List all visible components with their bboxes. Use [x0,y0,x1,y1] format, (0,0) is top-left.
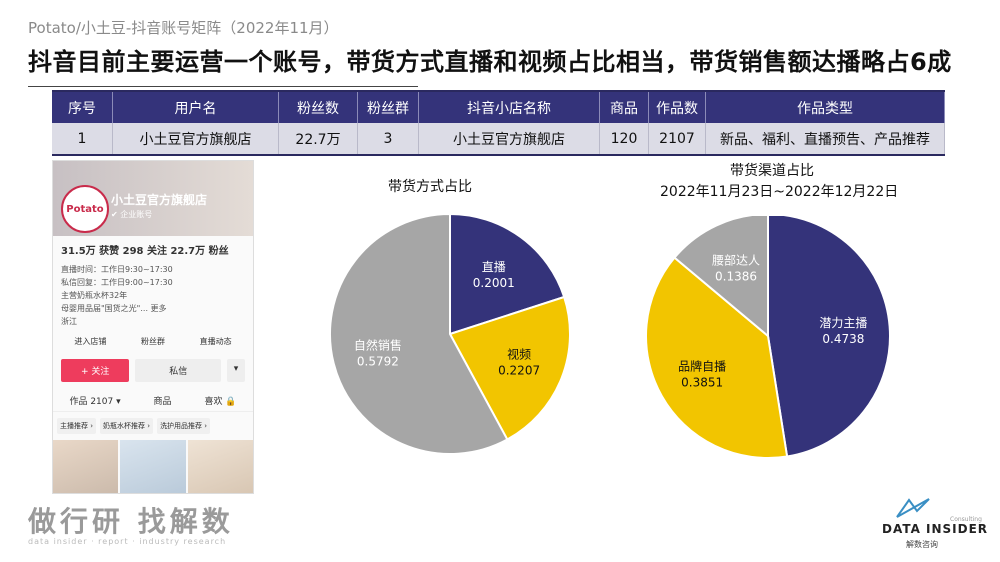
pie-chart-sales-method: 直播 0.2001 视频 0.2207 自然销售 0.5792 [329,212,571,455]
more-icon[interactable]: ▾ [227,359,245,382]
pie-slice [448,295,571,441]
slice-label: 潜力主播 [819,316,867,330]
brand-name: DATA INSIDER [882,522,989,536]
follow-button[interactable]: + 关注 [61,359,130,382]
profile-actions: + 关注 私信 ▾ [53,355,253,386]
brand-consulting-label: Consulting [950,516,982,523]
column-header: 作品数 [648,90,706,123]
tab-likes[interactable]: 喜欢 🔒 [204,397,237,407]
playlist-chips: 主播推荐 › 奶瓶水杯推荐 › 洗护用品推荐 › [53,412,253,440]
slice-value-label: 0.3851 [681,375,723,389]
profile-bio-line: 私信回复：工作日9:00~17:30 [61,278,173,287]
breadcrumb: Potato/小土豆-抖音账号矩阵（2022年11月） [28,19,339,37]
slice-value-label: 0.5792 [357,354,399,368]
brand-logo: Potato [61,185,109,233]
live-news-link[interactable]: 直播动态 [199,337,232,346]
verified-badge: ✔ 企业账号 [111,210,153,219]
profile-bio-line: 母婴用品届"国货之光"... 更多 [61,304,167,313]
profile-bio-line: 主营奶瓶水杯32年 [61,291,128,300]
account-table: 序号 用户名 粉丝数 粉丝群 抖音小店名称 商品 作品数 作品类型 1 小土豆官… [52,90,945,156]
chart2-subtitle: 2022年11月23日~2022年12月22日 [660,184,899,200]
tab-products[interactable]: 商品 [153,397,172,407]
profile-shop-name: 小土豆官方旗舰店 [111,193,208,207]
video-thumbnails [53,440,253,493]
column-header: 用户名 [112,90,279,123]
slice-label: 视频 [507,347,531,362]
table-header-row: 序号 用户名 粉丝数 粉丝群 抖音小店名称 商品 作品数 作品类型 [52,90,945,123]
table-cell: 1 [52,123,113,156]
slice-value-label: 0.4738 [822,332,864,346]
watermark-subtext: data insider · report · industry researc… [28,537,227,546]
column-header: 商品 [599,90,649,123]
profile-banner: Potato 小土豆官方旗舰店 ✔ 企业账号 [53,161,253,236]
profile-stats: 31.5万 获赞 298 关注 22.7万 粉丝 [61,246,229,257]
slice-value-label: 0.1386 [715,269,757,283]
profile-services: 进入店铺 粉丝群 直播动态 [53,328,253,355]
table-cell: 新品、福利、直播预告、产品推荐 [705,123,945,156]
profile-location: 浙江 [61,317,77,326]
table-cell: 小土豆官方旗舰店 [112,123,279,156]
table-cell: 22.7万 [278,123,358,156]
chart1-title: 带货方式占比 [388,179,472,195]
video-thumbnail[interactable] [53,440,119,493]
column-header: 粉丝数 [278,90,358,123]
slice-label: 腰部达人 [712,252,760,267]
message-button[interactable]: 私信 [135,359,221,382]
enter-shop-link[interactable]: 进入店铺 [74,337,107,346]
table-cell: 120 [599,123,649,156]
playlist-chip[interactable]: 奶瓶水杯推荐 › [100,418,154,434]
chart2-title: 带货渠道占比 [730,163,814,179]
brand-logo-icon [896,498,930,518]
column-header: 作品类型 [705,90,945,123]
table-cell: 3 [357,123,419,156]
slice-label: 品牌自播 [678,359,726,373]
profile-tabs: 作品 2107 ▾ 商品 喜欢 🔒 [53,386,253,412]
pie-slice [645,256,789,459]
pie-slice [449,212,566,336]
column-header: 粉丝群 [357,90,419,123]
pie-slice [767,216,891,458]
pie-slice [329,212,509,455]
page-headline: 抖音目前主要运营一个账号，带货方式直播和视频占比相当，带货销售额达播略占6成 [28,48,952,76]
fan-group-link[interactable]: 粉丝群 [140,337,165,346]
headline-rule [28,86,418,87]
playlist-chip[interactable]: 主播推荐 › [57,418,97,434]
watermark-text: 做行研 找解数 [28,505,234,538]
video-thumbnail[interactable] [120,440,186,493]
table-row: 1 小土豆官方旗舰店 22.7万 3 小土豆官方旗舰店 120 2107 新品、… [52,123,945,156]
douyin-profile-screenshot: Potato 小土豆官方旗舰店 ✔ 企业账号 31.5万 获赞 298 关注 2… [52,160,254,494]
pie-chart-sales-channel: 潜力主播 0.4738 品牌自播 0.3851 腰部达人 0.1386 [645,216,891,459]
slice-label: 直播 [482,260,506,274]
column-header: 抖音小店名称 [418,90,600,123]
slice-value-label: 0.2207 [498,364,540,378]
table-cell: 2107 [648,123,706,156]
column-header: 序号 [52,90,113,123]
tab-works[interactable]: 作品 2107 ▾ [69,397,121,407]
brand-subtitle: 解数咨询 [906,540,938,549]
slice-value-label: 0.2001 [473,276,515,290]
pie-slice [673,216,769,339]
profile-bio-line: 直播时间：工作日9:30~17:30 [61,265,173,274]
playlist-chip[interactable]: 洗护用品推荐 › [157,418,211,434]
table-cell: 小土豆官方旗舰店 [418,123,600,156]
slice-label: 自然销售 [354,337,402,352]
video-thumbnail[interactable] [187,440,253,493]
